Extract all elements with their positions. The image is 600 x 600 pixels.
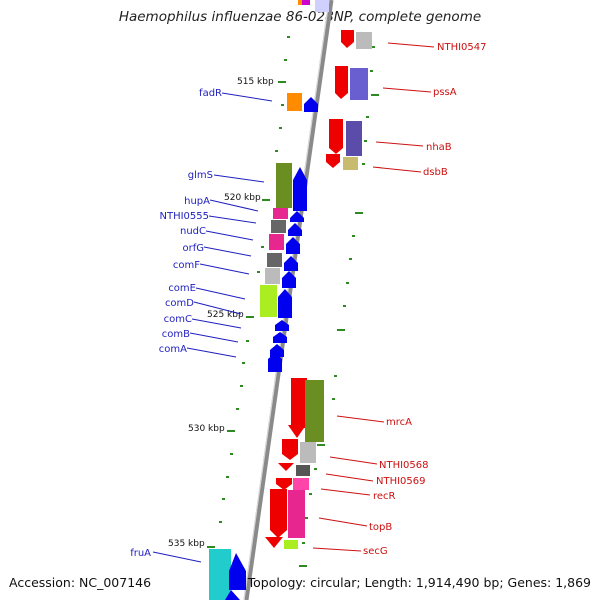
gene-arrow bbox=[225, 590, 240, 600]
gene-arrow-hupA bbox=[290, 211, 304, 222]
gene-label-comB: comB bbox=[162, 329, 190, 340]
ruler-label: 525 kbp bbox=[207, 310, 244, 320]
gene-block-fadR bbox=[287, 93, 302, 111]
gene-block-secG bbox=[284, 540, 298, 549]
gene-arrow-recR bbox=[276, 478, 292, 490]
gene-block-glmS bbox=[276, 163, 292, 208]
gene-arrow bbox=[265, 537, 283, 548]
gene-label-NTHI0568: NTHI0568 bbox=[379, 460, 429, 471]
genome-title: Haemophilus influenzae 86-028NP, complet… bbox=[118, 9, 482, 25]
gene-block-orfG bbox=[267, 253, 282, 267]
gene-arrow-comB bbox=[270, 344, 284, 357]
ruler-label: 520 kbp bbox=[224, 193, 261, 203]
ruler-ticks-right bbox=[299, 46, 379, 567]
genome-summary-text: Topology: circular; Length: 1,914,490 bp… bbox=[247, 575, 591, 590]
accession-text: Accession: NC_007146 bbox=[9, 575, 152, 590]
gene-label-glmS: glmS bbox=[188, 170, 213, 181]
gene-block-NTHI0569 bbox=[296, 465, 310, 476]
left-leaders bbox=[152, 92, 273, 563]
gene-label-NTHI0569: NTHI0569 bbox=[376, 476, 426, 487]
gene-arrow-fruA bbox=[229, 553, 246, 590]
gene-arrow-comA bbox=[268, 353, 282, 372]
gene-block-ntHI0547 bbox=[356, 32, 372, 49]
gene-block-pssA bbox=[350, 68, 368, 100]
gene-label-fadR: fadR bbox=[199, 88, 222, 99]
gene-block-nhaB bbox=[346, 121, 362, 156]
gene-block-comF bbox=[265, 268, 280, 284]
gene-block-comE bbox=[260, 285, 277, 317]
gene-arrow-nhaB bbox=[329, 119, 343, 154]
gene-arrow-psss bbox=[335, 66, 348, 99]
gene-label-nhaB: nhaB bbox=[426, 142, 452, 153]
gene-arrow-glmS bbox=[293, 167, 307, 211]
gene-label-fruA: fruA bbox=[130, 548, 151, 559]
gene-label-orfG: orfG bbox=[183, 243, 205, 254]
gene-label-NTHI0555: NTHI0555 bbox=[159, 211, 209, 222]
gene-block-topB bbox=[288, 490, 305, 538]
gene-arrow-fadR bbox=[304, 97, 318, 112]
gene-arrow-comC bbox=[273, 332, 287, 343]
gene-label-pssA: pssA bbox=[433, 87, 457, 98]
gene-block bbox=[298, 0, 302, 5]
gene-block-NTHI0568 bbox=[300, 442, 316, 463]
right-gene-labels: NTHI0547 pssA nhaB dsbB mrcA NTHI0568 NT… bbox=[363, 42, 487, 557]
gene-block bbox=[293, 478, 309, 490]
gene-block bbox=[315, 0, 329, 12]
gene-label-mrcA: mrcA bbox=[386, 417, 412, 428]
gene-block-nudC bbox=[269, 234, 284, 250]
gene-block-fruA bbox=[209, 549, 231, 600]
gene-label-comA: comA bbox=[159, 344, 187, 355]
left-gene-labels: fadR glmS hupA NTHI0555 nudC orfG comF c… bbox=[130, 88, 222, 559]
gene-arrow-comE bbox=[278, 289, 292, 318]
gene-label-comF: comF bbox=[173, 260, 200, 271]
gene-label-NTHI0547: NTHI0547 bbox=[437, 42, 487, 53]
gene-label-comD: comD bbox=[165, 298, 194, 309]
right-leaders bbox=[312, 42, 435, 552]
gene-label-nudC: nudC bbox=[180, 226, 206, 237]
gene-arrow-ntHI0547 bbox=[341, 30, 354, 48]
ruler-labels: 515 kbp 520 kbp 525 kbp 530 kbp 535 kbp bbox=[168, 77, 274, 549]
gene-arrow-topB bbox=[270, 489, 287, 538]
gene-block-dsbB bbox=[343, 157, 358, 170]
gene-label-secG: secG bbox=[363, 546, 388, 557]
ruler-label: 535 kbp bbox=[168, 539, 205, 549]
gene-block-NTHI0555 bbox=[271, 220, 286, 233]
gene-label-topB: topB bbox=[369, 522, 392, 533]
gene-arrow-comD bbox=[275, 320, 289, 331]
ruler-ticks bbox=[207, 36, 290, 548]
gene-label-comC: comC bbox=[164, 314, 192, 325]
gene-block bbox=[291, 378, 307, 428]
gene-block-mrcA bbox=[305, 380, 324, 442]
gene-arrow-NTHI0555 bbox=[288, 223, 302, 236]
gene-label-dsbB: dsbB bbox=[423, 167, 448, 178]
gene-block-hupA bbox=[273, 208, 288, 219]
gene-arrow-dsbB bbox=[326, 154, 340, 168]
gene-label-comE: comE bbox=[168, 283, 196, 294]
gene-arrow-NTHI0568 bbox=[282, 439, 298, 460]
gene-label-recR: recR bbox=[373, 491, 396, 502]
gene-arrow-nudC bbox=[286, 237, 300, 254]
gene-arrow-orfG bbox=[284, 256, 298, 271]
gene-arrow bbox=[288, 425, 306, 438]
ruler-label: 530 kbp bbox=[188, 424, 225, 434]
gene-arrow-comF bbox=[282, 271, 296, 288]
gene-arrow bbox=[278, 463, 294, 471]
gene-block bbox=[302, 0, 310, 5]
gene-label-hupA: hupA bbox=[184, 196, 210, 207]
ruler-label: 515 kbp bbox=[237, 77, 274, 87]
